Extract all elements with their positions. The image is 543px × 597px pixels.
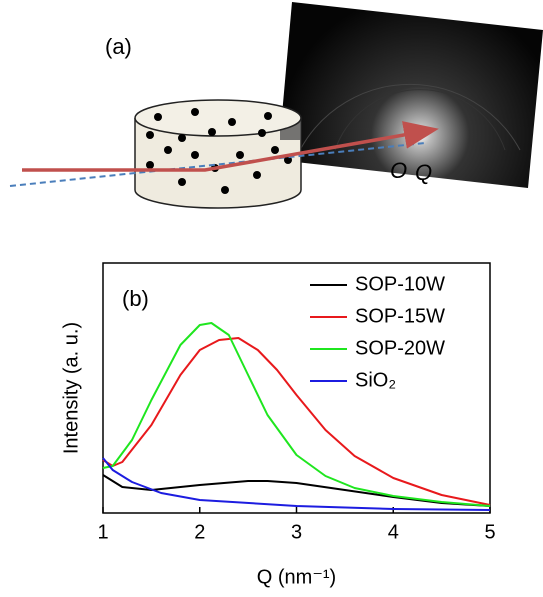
legend-label: SOP-10W: [355, 273, 445, 295]
origin-label: O: [390, 158, 407, 183]
x-tick-label: 1: [97, 521, 108, 543]
panel-label: (b): [122, 286, 149, 311]
legend-label: SOP-20W: [355, 337, 445, 359]
y-axis-label: Intensity (a. u.): [60, 322, 82, 454]
x-tick-label: 5: [484, 521, 495, 543]
chart: 1 2 3 4 5 Q (nm⁻¹) Intensity (a. u.) (b) SOP-10W…: [60, 262, 496, 588]
particles: [146, 108, 292, 194]
scattered-beam: [22, 121, 439, 172]
x-tick-label: 2: [194, 521, 205, 543]
scattering-diagram: (a) O Q: [9, 2, 543, 209]
ring: [299, 83, 521, 151]
panel-label: (a): [105, 34, 132, 59]
q-label: Q: [415, 160, 432, 185]
cell-top: [134, 99, 302, 137]
legend-label: SOP-15W: [355, 305, 445, 327]
x-tick-label: 4: [388, 521, 399, 543]
plot-frame: [102, 262, 491, 514]
x-axis-label: Q (nm⁻¹): [257, 566, 336, 588]
data-line: [102, 337, 491, 506]
sample-cell: [134, 118, 302, 209]
data-line: [102, 457, 491, 511]
x-tick-label: 3: [291, 521, 302, 543]
detector: [278, 2, 543, 188]
ring: [334, 89, 506, 151]
legend-label: SiO₂: [355, 369, 396, 391]
data-line: [102, 322, 491, 507]
